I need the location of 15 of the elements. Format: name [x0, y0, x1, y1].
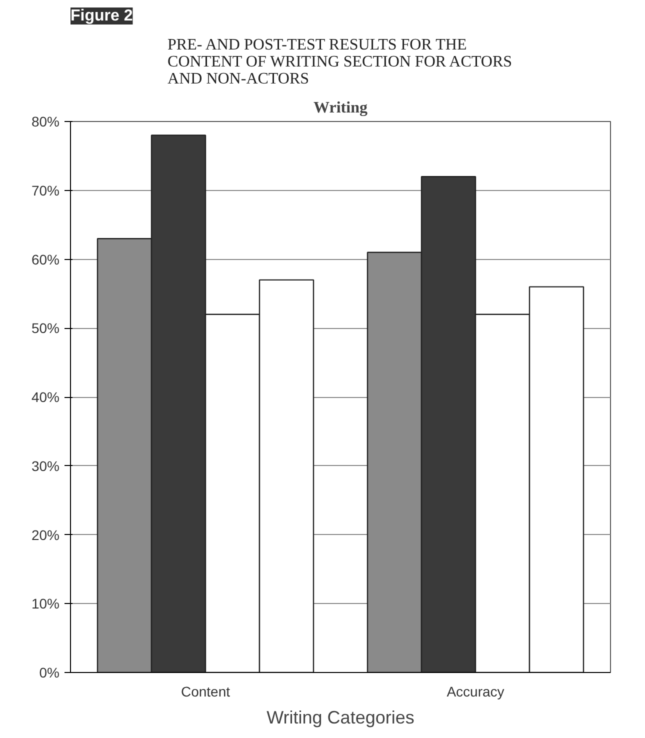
x-tick-label: Content	[180, 684, 230, 700]
y-tick-label: 20%	[31, 526, 60, 543]
chart-subtitle: Writing	[314, 100, 368, 116]
y-tick-label: 10%	[31, 596, 60, 612]
chart-title: PRE- AND POST-TEST RESULTS FOR THE CONTENT OF WRITING SECTION FOR ACTORS AND NON-ACTORS	[168, 36, 512, 88]
x-tick-label: Accuracy	[446, 684, 504, 700]
y-tick-label: 60%	[31, 251, 60, 268]
y-tick-label: 50%	[31, 320, 60, 336]
y-tick-label: 70%	[31, 182, 60, 198]
y-tick-label: 30%	[31, 458, 60, 474]
caption: Figure 2	[70, 8, 133, 24]
y-tick-label: 0%	[39, 664, 60, 680]
y-tick-label: 80%	[31, 114, 60, 130]
x-axis-title: Writing Categories	[266, 708, 414, 728]
y-tick-label: 40%	[31, 389, 60, 405]
